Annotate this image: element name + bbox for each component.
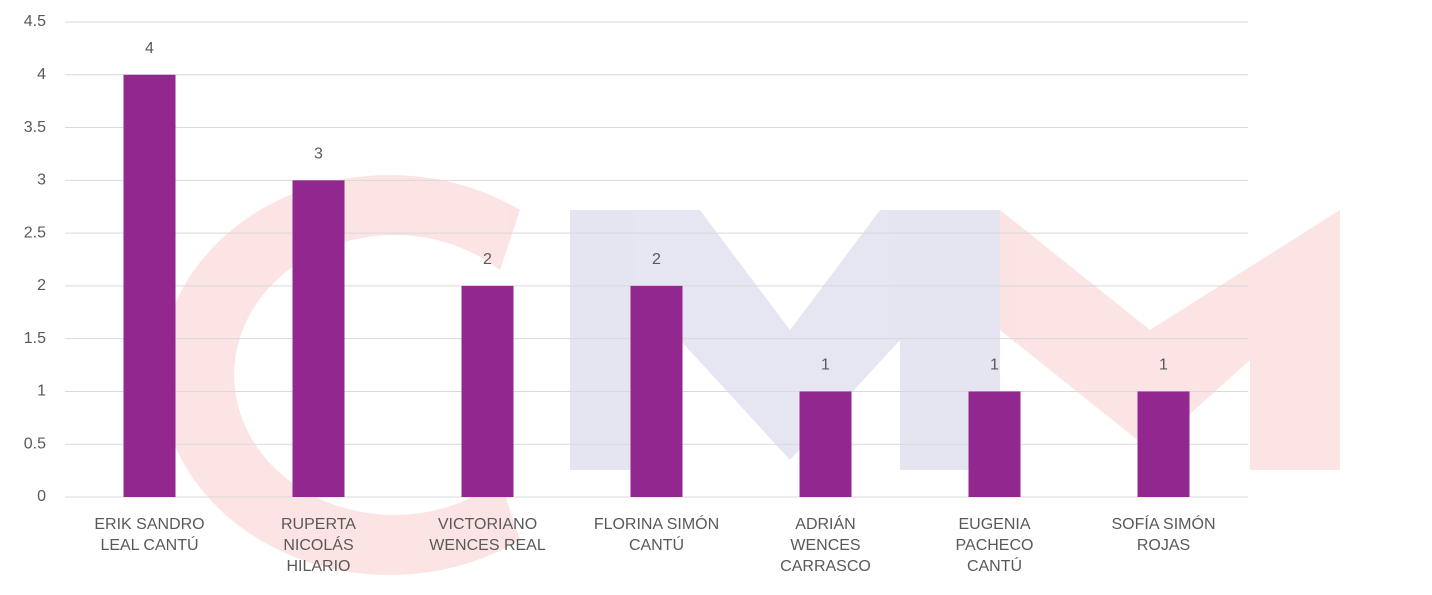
bar: [799, 391, 852, 497]
bar: [461, 285, 514, 497]
y-tick-label: 1: [37, 383, 46, 400]
x-tick-label: EUGENIA PACHECO CANTÚ: [955, 516, 1034, 575]
bar: [968, 391, 1021, 497]
data-label: 4: [145, 40, 154, 57]
y-tick-label: 3.5: [24, 119, 46, 136]
bar: [123, 74, 176, 498]
x-tick-label: SOFÍA SIMÓN ROJAS: [1111, 516, 1216, 554]
data-label: 2: [652, 251, 661, 268]
x-tick-label: RUPERTA NICOLÁS HILARIO: [281, 516, 356, 575]
y-tick-label: 0: [37, 488, 46, 505]
y-tick-label: 1.5: [24, 330, 46, 347]
y-tick-label: 2: [37, 277, 46, 294]
x-tick-label: VICTORIANO WENCES REAL: [429, 516, 546, 554]
y-tick-label: 4: [37, 66, 46, 83]
x-tick-label: ADRIÁN WENCES CARRASCO: [780, 516, 871, 575]
x-tick-label: FLORINA SIMÓN CANTÚ: [593, 516, 720, 554]
bar: [292, 180, 345, 498]
data-label: 2: [483, 251, 492, 268]
y-tick-label: 3: [37, 172, 46, 189]
x-tick-label: ERIK SANDRO LEAL CANTÚ: [94, 516, 205, 554]
data-label: 1: [1159, 357, 1168, 374]
y-tick-label: 4.5: [24, 13, 46, 30]
data-label: 1: [821, 357, 830, 374]
data-label: 3: [314, 146, 323, 163]
data-label: 1: [990, 357, 999, 374]
y-tick-label: 2.5: [24, 224, 46, 241]
bar: [630, 285, 683, 497]
y-tick-label: 0.5: [24, 435, 46, 452]
bar: [1137, 391, 1190, 497]
